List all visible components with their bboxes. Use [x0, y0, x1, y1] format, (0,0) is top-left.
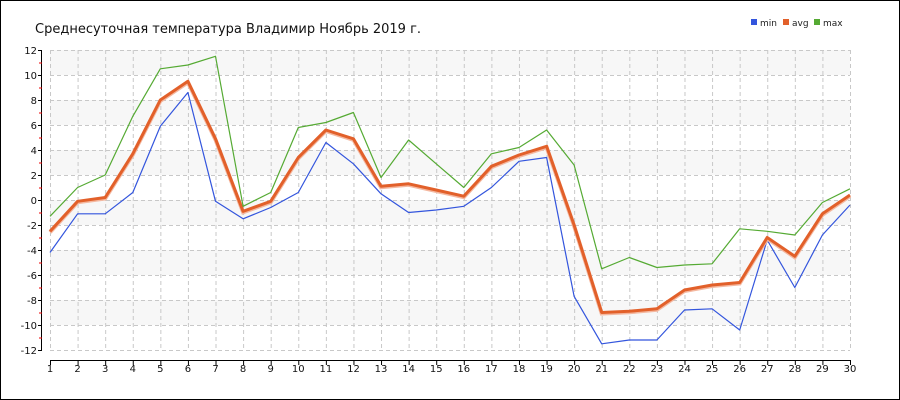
x-tick-label: 7: [212, 364, 218, 375]
grid-band: [50, 200, 850, 225]
grid-band: [50, 250, 850, 275]
y-tick-label: -4: [27, 246, 37, 257]
x-tick-label: 21: [595, 364, 608, 375]
x-tick-label: 3: [102, 364, 108, 375]
x-tick-label: 16: [457, 364, 470, 375]
y-tick-label: -10: [21, 321, 37, 332]
chart-title: Среднесуточная температура Владимир Нояб…: [35, 22, 421, 37]
y-tick-label: -12: [21, 346, 37, 357]
x-tick-label: 6: [185, 364, 191, 375]
x-tick-label: 17: [485, 364, 498, 375]
x-tick-label: 5: [157, 364, 163, 375]
x-tick-label: 9: [268, 364, 274, 375]
x-tick-label: 14: [402, 364, 415, 375]
y-tick-label: -2: [27, 221, 37, 232]
legend-label-max: max: [823, 19, 843, 29]
x-tick-label: 27: [761, 364, 774, 375]
x-tick-label: 8: [240, 364, 246, 375]
y-tick-label: 6: [31, 121, 37, 132]
x-tick-label: 15: [430, 364, 443, 375]
legend-swatch-avg: [783, 19, 789, 25]
x-tick-label: 25: [706, 364, 719, 375]
x-tick-label: 29: [816, 364, 829, 375]
x-tick-label: 18: [513, 364, 526, 375]
y-tick-label: 2: [31, 171, 37, 182]
series-line-max: [49, 55, 851, 270]
grid-band: [50, 100, 850, 125]
x-tick-label: 1: [47, 364, 53, 375]
legend-swatch-max: [814, 19, 820, 25]
x-tick-label: 24: [678, 364, 691, 375]
y-tick-label: 12: [24, 46, 37, 57]
x-tick-label: 4: [130, 364, 136, 375]
x-tick-label: 22: [623, 364, 636, 375]
y-tick-label: 0: [31, 196, 37, 207]
grid-band: [50, 150, 850, 175]
grid-band: [50, 300, 850, 325]
series-line-avg: [48, 79, 851, 314]
legend-label-avg: avg: [792, 19, 809, 29]
x-tick-label: 11: [319, 364, 332, 375]
y-tick-label: 10: [24, 71, 37, 82]
x-tick-label: 26: [733, 364, 746, 375]
x-tick-label: 10: [292, 364, 305, 375]
y-tick-label: -8: [27, 296, 37, 307]
y-tick-label: 8: [31, 96, 37, 107]
y-tick-label: 4: [31, 146, 37, 157]
x-tick-label: 2: [74, 364, 80, 375]
x-tick-label: 20: [568, 364, 581, 375]
legend-label-min: min: [760, 19, 777, 29]
x-tick-label: 12: [347, 364, 360, 375]
x-tick-label: 13: [375, 364, 388, 375]
x-tick-label: 19: [540, 364, 553, 375]
grid-band: [50, 50, 850, 75]
y-tick-label: -6: [27, 271, 37, 282]
x-tick-label: 30: [844, 364, 857, 375]
x-tick-label: 28: [788, 364, 801, 375]
x-tick-label: 23: [651, 364, 664, 375]
legend-swatch-min: [751, 19, 757, 25]
series-line-min: [49, 91, 851, 345]
